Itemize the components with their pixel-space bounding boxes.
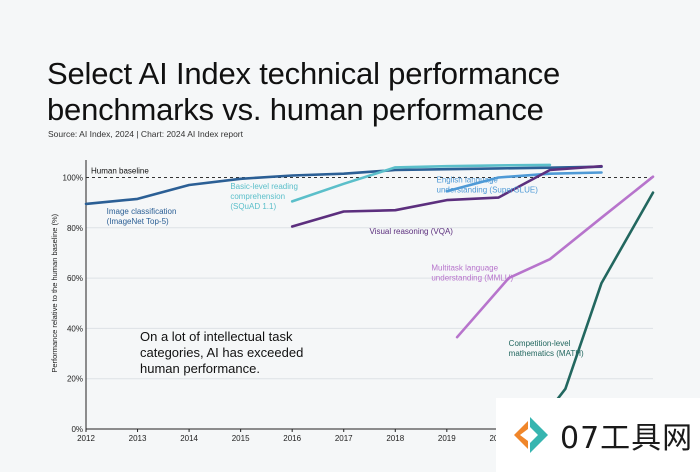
title-line-1: Select AI Index technical performance xyxy=(47,56,561,91)
watermark-text: 07工具网 xyxy=(560,421,694,456)
x-tick-label: 2017 xyxy=(335,434,353,443)
series-label-mmlu: Multitask language understanding (MMLU) xyxy=(431,264,513,283)
series-label-line: (ImageNet Top-5) xyxy=(107,217,169,226)
series-label-line: Basic-level reading xyxy=(230,182,298,191)
human-baseline: Human baseline xyxy=(86,167,653,178)
series-line-vqa xyxy=(290,164,603,228)
y-tick-label: 20% xyxy=(67,375,83,384)
series-label-image: Image classification (ImageNet Top-5) xyxy=(107,207,177,226)
series-label-line: Competition-level xyxy=(509,339,571,348)
baseline-label: Human baseline xyxy=(91,167,149,176)
series-label-line: Multitask language xyxy=(431,264,498,273)
x-tick-label: 2015 xyxy=(232,434,250,443)
source-caption: Source: AI Index, 2024 | Chart: 2024 AI … xyxy=(48,129,243,139)
annotation-note: On a lot of intellectual task categories… xyxy=(140,329,304,376)
x-tick-label: 2016 xyxy=(283,434,301,443)
y-tick-label: 100% xyxy=(63,174,83,183)
y-tick-label: 40% xyxy=(67,324,83,333)
series-label-superglue: English language understanding (SuperGLUE… xyxy=(437,176,539,195)
series-label-math: Competition-level mathematics (MATH) xyxy=(509,339,584,358)
y-tick-label: 0% xyxy=(71,425,83,434)
series-label-line: comprehension xyxy=(230,192,285,201)
series-label-squad: Basic-level reading comprehension (SQuAD 1… xyxy=(230,182,298,211)
series-label-line: understanding (MMLU) xyxy=(431,274,513,283)
series-line-image xyxy=(84,165,603,206)
series-label-line: (SQuAD 1.1) xyxy=(230,202,276,211)
series-line-mmlu xyxy=(455,175,655,339)
series-label-line: Image classification xyxy=(107,207,177,216)
x-tick-label: 2014 xyxy=(180,434,198,443)
series-labels: Image classification (ImageNet Top-5) Basi… xyxy=(107,176,584,358)
x-tick-label: 2019 xyxy=(438,434,456,443)
series-line-superglue xyxy=(445,171,603,193)
watermark-logo-icon xyxy=(514,417,548,453)
x-tick-label: 2012 xyxy=(77,434,95,443)
watermark: 07工具网 xyxy=(496,398,700,472)
series-lines xyxy=(84,163,655,431)
gridlines xyxy=(86,227,653,380)
series-label-vqa: Visual reasoning (VQA) xyxy=(370,227,454,236)
y-tick-label: 60% xyxy=(67,274,83,283)
page-title: Select AI Index technical performance be… xyxy=(47,56,560,128)
series-label-line: Visual reasoning (VQA) xyxy=(370,227,454,236)
x-tick-label: 2013 xyxy=(129,434,147,443)
series-line-squad xyxy=(290,163,552,203)
x-tick-label: 2018 xyxy=(386,434,404,443)
y-axis-label: Performance relative to the human baseli… xyxy=(50,213,59,372)
y-tick-label: 80% xyxy=(67,224,83,233)
series-label-line: English language xyxy=(437,176,499,185)
series-label-line: mathematics (MATH) xyxy=(509,349,584,358)
title-line-2: benchmarks vs. human performance xyxy=(47,92,544,127)
series-label-line: understanding (SuperGLUE) xyxy=(437,186,539,195)
